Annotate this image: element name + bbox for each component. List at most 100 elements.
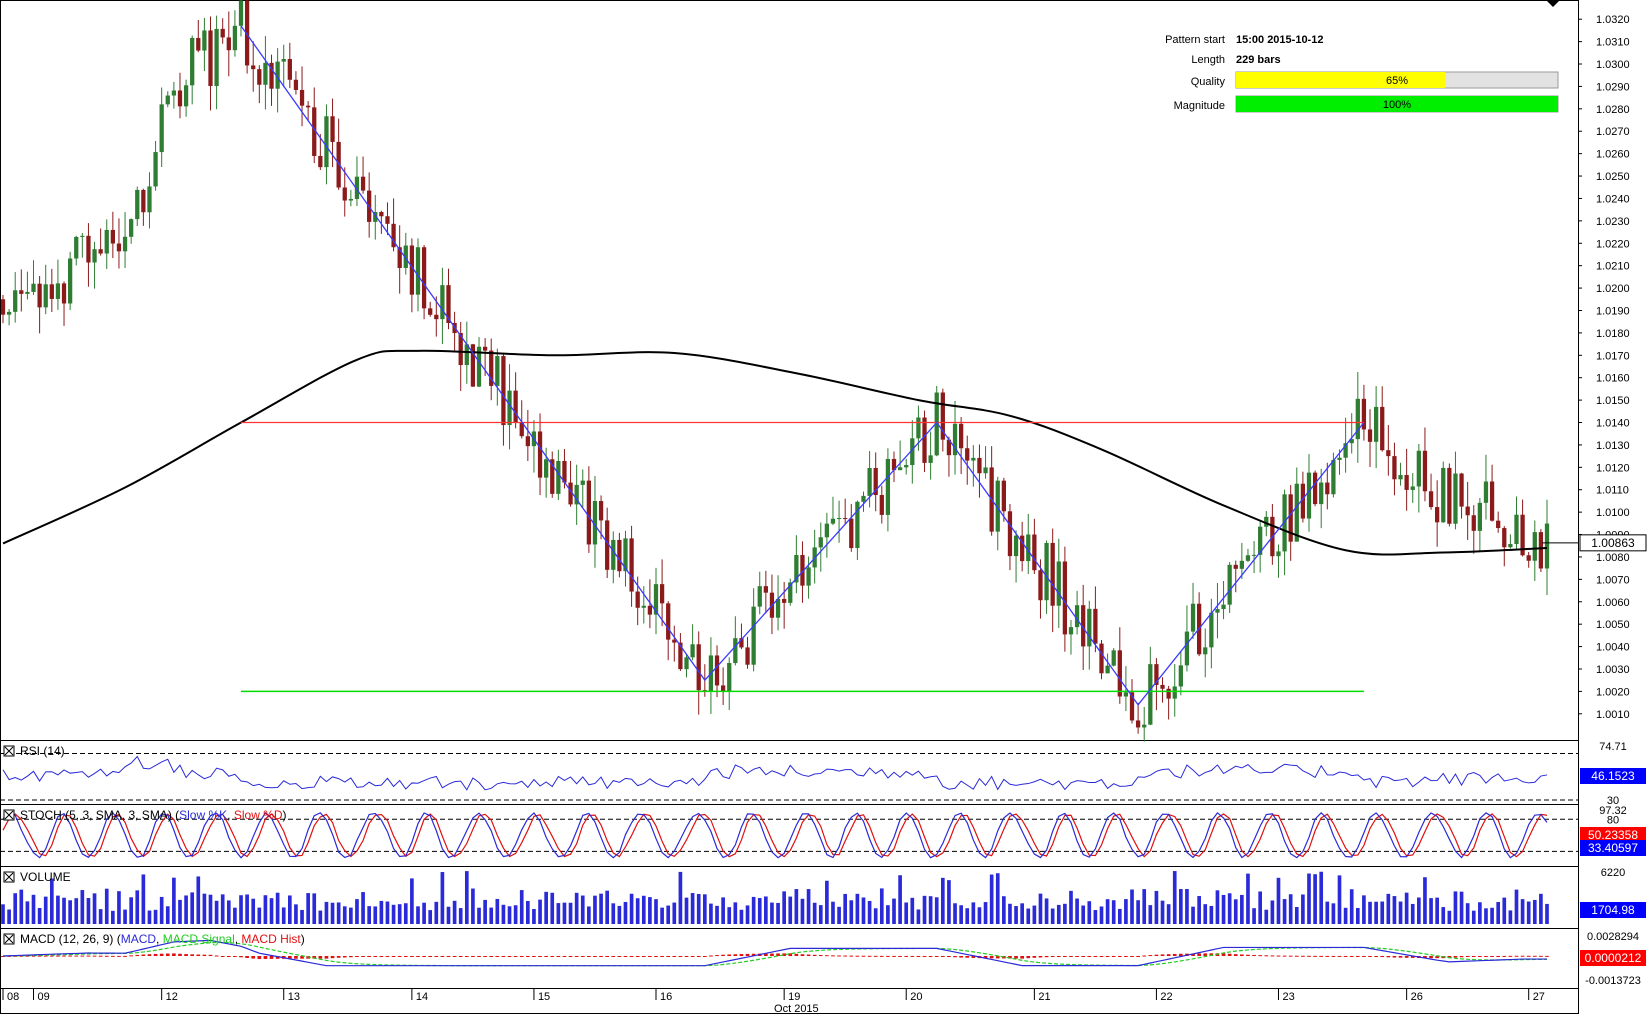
candle-body xyxy=(244,0,250,66)
candle-body xyxy=(794,555,799,583)
pattern-start-label: Pattern start xyxy=(1165,34,1225,46)
volume-bar xyxy=(550,892,555,924)
macd-hist-bar xyxy=(1026,956,1031,959)
candle-body xyxy=(159,104,164,153)
candle-body xyxy=(733,638,738,664)
candle-body xyxy=(31,283,36,292)
volume-bar xyxy=(794,889,799,924)
macd-hist-bar xyxy=(1008,956,1012,959)
candle-body xyxy=(904,465,909,468)
macd-hist-bar xyxy=(526,956,530,957)
macd-hist-bar xyxy=(1227,953,1232,956)
macd-hist-bar xyxy=(873,955,878,957)
volume-bar xyxy=(849,900,854,924)
candle-body xyxy=(1294,483,1299,542)
candle-body xyxy=(1428,491,1434,508)
volume-bar xyxy=(1044,898,1049,924)
candle-body xyxy=(0,299,6,315)
macd-hist-bar xyxy=(434,956,439,957)
volume-bar xyxy=(165,906,170,924)
macd-hist-bar xyxy=(1307,955,1311,957)
candle-body xyxy=(1489,481,1495,521)
stoch-last-d-value: 50.23358 xyxy=(1588,828,1638,842)
volume-bar xyxy=(196,876,201,924)
volume-bar xyxy=(580,895,585,924)
macd-hist-bar xyxy=(1349,955,1354,957)
candle-body xyxy=(1331,459,1336,495)
price-tick-label: 1.0260 xyxy=(1596,149,1630,161)
macd-hist-bar xyxy=(1301,955,1305,957)
macd-hist-bar xyxy=(1471,956,1476,957)
volume-bar xyxy=(1331,903,1336,924)
volume-bar xyxy=(446,906,451,924)
volume-bar xyxy=(1520,899,1525,924)
volume-bar xyxy=(971,902,976,924)
macd-hist-bar xyxy=(1343,955,1348,957)
candle-body xyxy=(43,284,48,308)
candle-body xyxy=(617,539,622,572)
candle-body xyxy=(1312,472,1318,505)
candle-body xyxy=(1471,515,1476,531)
volume-bar xyxy=(568,902,573,924)
volume-bar xyxy=(159,896,164,924)
macd-hist-bar xyxy=(172,953,176,956)
macd-hist-bar xyxy=(263,956,268,959)
volume-bar xyxy=(739,909,744,924)
candle-body xyxy=(1483,481,1489,503)
price-tick-label: 1.0240 xyxy=(1596,193,1630,205)
macd-hist-bar xyxy=(1142,955,1147,957)
volume-bar xyxy=(385,901,390,924)
macd-hist-bar xyxy=(1374,956,1378,957)
macd-hist-bar xyxy=(837,955,841,957)
volume-bar xyxy=(37,907,42,924)
candle-body xyxy=(275,61,280,89)
volume-bar xyxy=(800,898,805,924)
candle-body xyxy=(1258,526,1263,555)
candle-body xyxy=(214,28,219,87)
candle-body xyxy=(653,584,659,615)
macd-hist-bar xyxy=(269,956,274,959)
volume-bar xyxy=(788,896,793,924)
macd-hist-bar xyxy=(849,955,854,957)
candle-body xyxy=(879,495,884,515)
rsi-axis-max: 74.71 xyxy=(1599,741,1627,753)
volume-bar xyxy=(690,893,695,924)
price-tick-label: 1.0030 xyxy=(1596,664,1630,676)
volume-bar xyxy=(220,894,225,924)
collapse-arrow-icon[interactable] xyxy=(1546,0,1560,7)
volume-bar xyxy=(654,899,658,924)
volume-bar xyxy=(336,902,341,924)
macd-hist-bar xyxy=(1136,956,1140,957)
volume-bar xyxy=(19,889,24,924)
volume-bar xyxy=(1355,907,1360,924)
macd-hist-bar xyxy=(336,956,341,958)
candle-body xyxy=(867,468,872,496)
volume-bar xyxy=(629,893,634,924)
volume-bar xyxy=(1038,893,1043,924)
macd-axis-min: -0.0013723 xyxy=(1585,975,1641,987)
macd-hist-bar xyxy=(287,956,292,959)
volume-bar xyxy=(410,878,414,924)
volume-bar xyxy=(153,909,158,924)
candle-body xyxy=(977,457,982,474)
volume-bar xyxy=(1111,900,1116,924)
volume-bar xyxy=(56,895,60,924)
candle-body xyxy=(1337,457,1342,460)
candle-body xyxy=(946,439,952,456)
macd-hist-bar xyxy=(886,955,890,957)
macd-hist-bar xyxy=(202,954,207,956)
macd-hist-bar xyxy=(1276,955,1281,957)
volume-bar xyxy=(1166,904,1171,924)
candle-body xyxy=(684,657,689,670)
volume-bar xyxy=(49,878,54,924)
macd-hist-bar xyxy=(1099,956,1104,957)
volume-bar xyxy=(1179,889,1183,924)
candle-body xyxy=(922,417,927,463)
macd-hist-bar xyxy=(1368,956,1372,957)
macd-hist-bar xyxy=(745,953,750,956)
volume-bar xyxy=(458,908,463,924)
macd-hist-bar xyxy=(1032,956,1037,958)
volume-bar xyxy=(1099,906,1104,924)
candle-body xyxy=(605,520,610,570)
volume-bar xyxy=(867,900,872,924)
